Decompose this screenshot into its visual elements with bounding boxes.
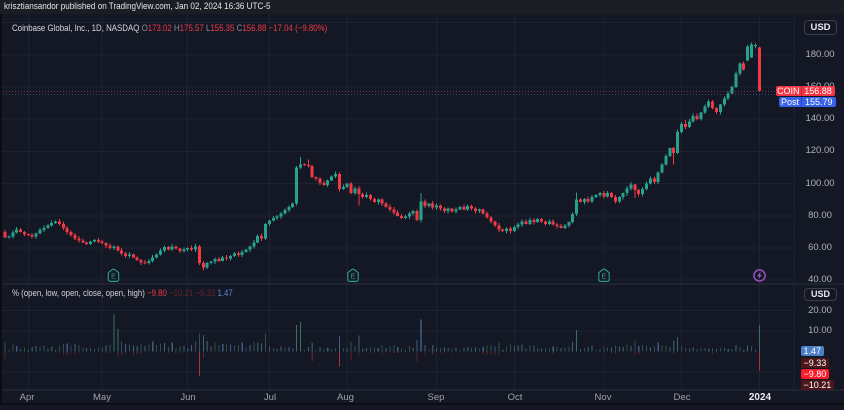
svg-text:E: E <box>601 272 606 281</box>
svg-text:E: E <box>350 272 355 281</box>
svg-text:E: E <box>111 272 116 281</box>
